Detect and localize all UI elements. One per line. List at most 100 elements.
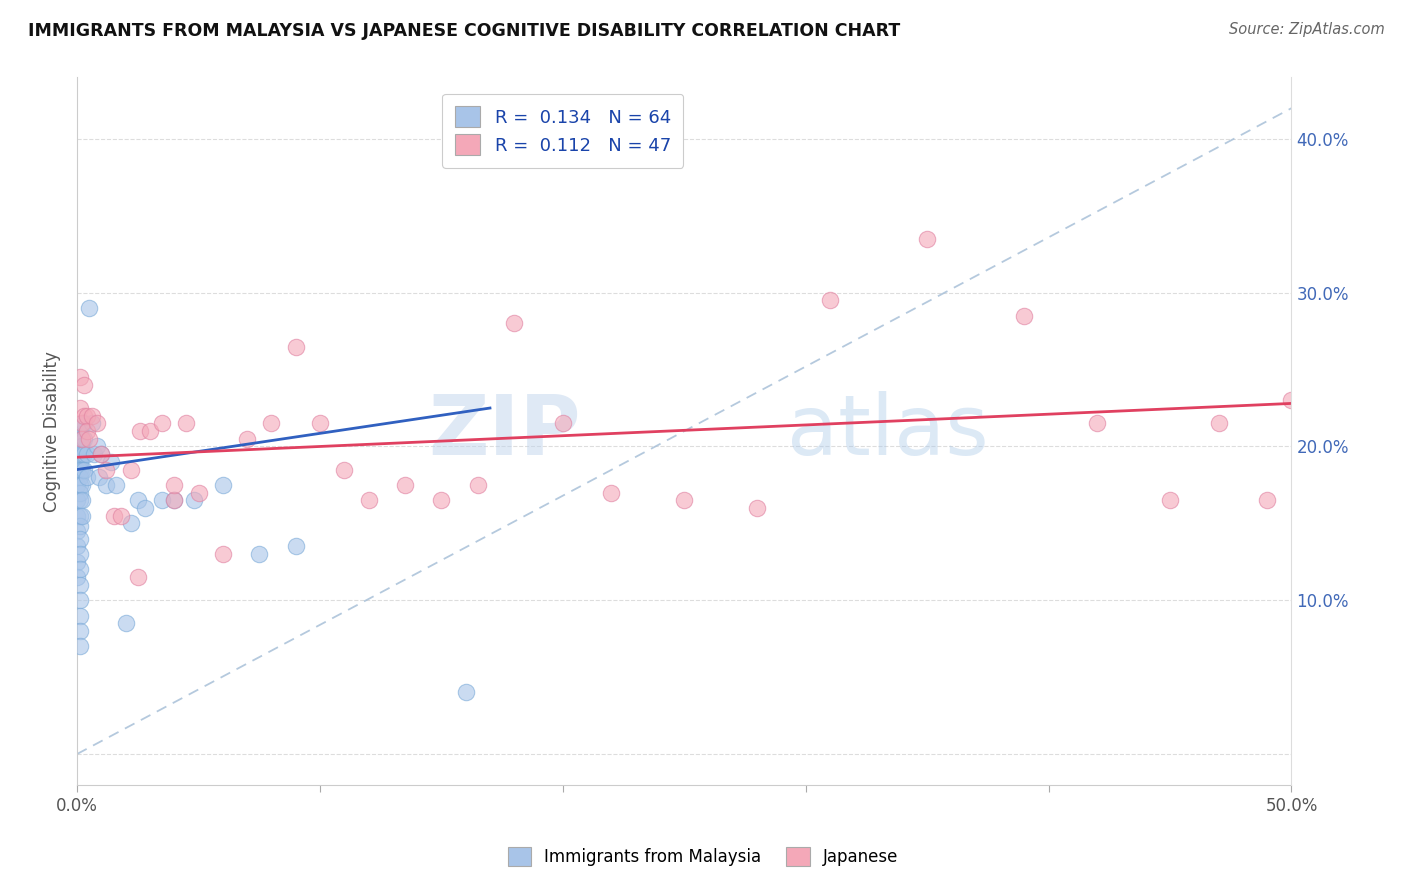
Point: [73, 462, 96, 476]
Point: [236, 432, 259, 446]
Point: [333, 462, 356, 476]
Point: [76, 409, 98, 423]
Point: [69, 440, 91, 454]
Text: ZIP: ZIP: [429, 391, 581, 472]
Point: [66, 462, 89, 476]
Point: [69, 608, 91, 623]
Point: [66, 508, 89, 523]
Point: [1256, 493, 1278, 508]
Point: [73, 447, 96, 461]
Point: [69, 532, 91, 546]
Point: [69, 640, 91, 654]
Point: [80, 417, 103, 431]
Point: [66, 493, 89, 508]
Point: [69, 462, 91, 476]
Point: [66, 570, 89, 584]
Point: [394, 478, 416, 492]
Point: [673, 493, 696, 508]
Point: [96, 478, 118, 492]
Point: [70, 432, 93, 446]
Point: [86, 417, 108, 431]
Point: [69, 478, 91, 492]
Point: [87, 470, 110, 484]
Point: [1281, 393, 1303, 408]
Point: [110, 508, 132, 523]
Point: [284, 540, 307, 554]
Point: [69, 455, 91, 469]
Point: [73, 378, 96, 392]
Point: [69, 432, 91, 446]
Point: [69, 470, 91, 484]
Point: [176, 417, 198, 431]
Point: [1159, 493, 1181, 508]
Point: [90, 447, 112, 461]
Point: [70, 417, 93, 431]
Point: [66, 555, 89, 569]
Point: [120, 516, 142, 531]
Legend: Immigrants from Malaysia, Japanese: Immigrants from Malaysia, Japanese: [499, 838, 907, 875]
Point: [503, 317, 526, 331]
Point: [187, 485, 209, 500]
Point: [247, 547, 270, 561]
Point: [600, 485, 623, 500]
Point: [163, 493, 186, 508]
Point: [73, 409, 96, 423]
Point: [260, 417, 283, 431]
Point: [69, 593, 91, 607]
Point: [163, 493, 186, 508]
Point: [70, 462, 93, 476]
Point: [66, 540, 89, 554]
Point: [76, 447, 98, 461]
Point: [551, 417, 574, 431]
Point: [211, 547, 233, 561]
Point: [284, 339, 307, 353]
Point: [69, 519, 91, 533]
Point: [76, 424, 98, 438]
Point: [139, 424, 162, 438]
Text: IMMIGRANTS FROM MALAYSIA VS JAPANESE COGNITIVE DISABILITY CORRELATION CHART: IMMIGRANTS FROM MALAYSIA VS JAPANESE COG…: [28, 22, 900, 40]
Point: [163, 478, 186, 492]
Point: [129, 424, 152, 438]
Point: [70, 440, 93, 454]
Point: [127, 570, 149, 584]
Point: [211, 478, 233, 492]
Point: [69, 508, 91, 523]
Point: [467, 478, 489, 492]
Point: [1014, 309, 1036, 323]
Point: [66, 478, 89, 492]
Point: [83, 447, 105, 461]
Point: [77, 432, 100, 446]
Point: [69, 493, 91, 508]
Point: [747, 500, 769, 515]
Point: [73, 432, 96, 446]
Point: [114, 616, 136, 631]
Point: [66, 447, 89, 461]
Legend: R =  0.134   N = 64, R =  0.112   N = 47: R = 0.134 N = 64, R = 0.112 N = 47: [443, 94, 683, 168]
Point: [80, 409, 103, 423]
Point: [183, 493, 205, 508]
Text: atlas: atlas: [787, 391, 990, 472]
Point: [69, 485, 91, 500]
Point: [70, 478, 93, 492]
Point: [127, 493, 149, 508]
Point: [69, 562, 91, 576]
Point: [309, 417, 332, 431]
Point: [818, 293, 841, 308]
Point: [915, 232, 938, 246]
Point: [69, 447, 91, 461]
Point: [70, 432, 93, 446]
Point: [357, 493, 380, 508]
Point: [66, 524, 89, 538]
Y-axis label: Cognitive Disability: Cognitive Disability: [44, 351, 60, 511]
Point: [69, 547, 91, 561]
Point: [76, 470, 98, 484]
Point: [77, 301, 100, 315]
Point: [66, 440, 89, 454]
Point: [69, 578, 91, 592]
Point: [69, 424, 91, 438]
Point: [69, 370, 91, 384]
Point: [104, 478, 127, 492]
Point: [69, 624, 91, 638]
Point: [70, 447, 93, 461]
Point: [134, 500, 156, 515]
